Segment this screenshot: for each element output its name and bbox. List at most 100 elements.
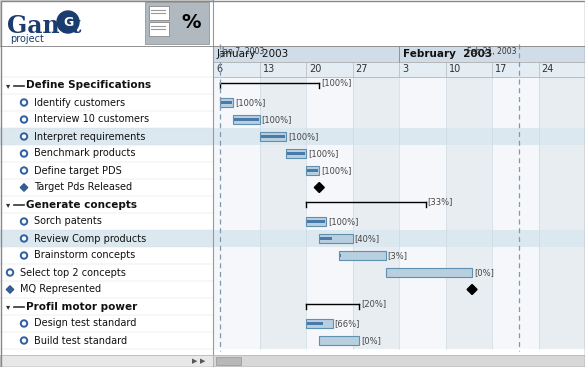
Circle shape bbox=[20, 320, 27, 327]
Circle shape bbox=[6, 269, 13, 276]
Bar bbox=[234, 118, 259, 121]
Circle shape bbox=[20, 150, 27, 157]
Bar bbox=[260, 77, 306, 349]
Bar bbox=[213, 77, 260, 349]
Text: Feb 21, 2003: Feb 21, 2003 bbox=[467, 47, 517, 56]
Text: Profil motor power: Profil motor power bbox=[26, 302, 137, 312]
Bar bbox=[216, 357, 241, 365]
Bar bbox=[320, 237, 332, 240]
Bar bbox=[287, 152, 305, 155]
Text: [0%]: [0%] bbox=[361, 336, 381, 345]
Circle shape bbox=[22, 322, 26, 325]
Text: 27: 27 bbox=[356, 65, 368, 75]
Text: 20: 20 bbox=[309, 65, 321, 75]
Polygon shape bbox=[20, 184, 28, 192]
Bar bbox=[260, 135, 285, 138]
Bar bbox=[145, 2, 209, 44]
Text: Define target PDS: Define target PDS bbox=[34, 166, 122, 175]
Bar bbox=[353, 77, 399, 349]
Text: [0%]: [0%] bbox=[474, 268, 494, 277]
Text: [100%]: [100%] bbox=[235, 98, 266, 107]
Bar bbox=[307, 169, 318, 172]
Polygon shape bbox=[6, 286, 14, 294]
Text: MQ Represented: MQ Represented bbox=[20, 284, 101, 294]
Text: [20%]: [20%] bbox=[361, 299, 386, 308]
Text: [100%]: [100%] bbox=[288, 132, 318, 141]
Bar bbox=[0, 230, 585, 247]
Text: Select top 2 concepts: Select top 2 concepts bbox=[20, 268, 126, 277]
Text: Target Pds Released: Target Pds Released bbox=[34, 182, 132, 193]
Circle shape bbox=[9, 271, 12, 274]
Bar bbox=[213, 62, 585, 77]
Bar bbox=[149, 22, 169, 36]
Circle shape bbox=[22, 101, 26, 104]
Bar bbox=[319, 234, 353, 243]
Text: [100%]: [100%] bbox=[308, 149, 338, 158]
Text: Interpret requirements: Interpret requirements bbox=[34, 131, 146, 142]
Bar bbox=[0, 128, 585, 145]
Bar bbox=[0, 0, 213, 46]
Text: [100%]: [100%] bbox=[321, 79, 352, 87]
Bar bbox=[213, 355, 585, 367]
Text: [100%]: [100%] bbox=[261, 115, 292, 124]
Text: January  2003: January 2003 bbox=[217, 49, 289, 59]
Text: Benchmark products: Benchmark products bbox=[34, 149, 136, 159]
Text: Design test standard: Design test standard bbox=[34, 319, 136, 328]
Bar bbox=[221, 101, 232, 104]
Text: 24: 24 bbox=[542, 65, 554, 75]
Circle shape bbox=[20, 133, 27, 140]
Circle shape bbox=[22, 135, 26, 138]
Text: ▶: ▶ bbox=[192, 358, 198, 364]
Text: 13: 13 bbox=[263, 65, 275, 75]
Text: ▾: ▾ bbox=[6, 81, 11, 90]
Text: 6: 6 bbox=[216, 65, 222, 75]
Circle shape bbox=[22, 169, 26, 172]
Text: project: project bbox=[10, 34, 44, 44]
Bar bbox=[399, 77, 446, 349]
Text: 3: 3 bbox=[402, 65, 408, 75]
Text: Brainstorm concepts: Brainstorm concepts bbox=[34, 251, 135, 261]
Text: [66%]: [66%] bbox=[335, 319, 360, 328]
Circle shape bbox=[20, 252, 27, 259]
Bar bbox=[260, 132, 286, 141]
Text: G: G bbox=[63, 15, 73, 29]
Text: 10: 10 bbox=[449, 65, 461, 75]
Polygon shape bbox=[467, 284, 477, 294]
Circle shape bbox=[22, 152, 26, 155]
Bar bbox=[219, 98, 233, 107]
Bar bbox=[339, 251, 386, 260]
Text: Identify customers: Identify customers bbox=[34, 98, 125, 108]
Circle shape bbox=[20, 116, 27, 123]
Circle shape bbox=[57, 11, 79, 33]
Circle shape bbox=[22, 339, 26, 342]
Text: [3%]: [3%] bbox=[388, 251, 408, 260]
Bar bbox=[306, 166, 319, 175]
Bar bbox=[233, 115, 260, 124]
Bar bbox=[319, 336, 359, 345]
Bar bbox=[492, 77, 539, 349]
Text: ▾: ▾ bbox=[6, 200, 11, 209]
Bar bbox=[306, 217, 326, 226]
Circle shape bbox=[22, 254, 26, 257]
Text: Define Specifications: Define Specifications bbox=[26, 80, 151, 91]
Text: February  2003: February 2003 bbox=[403, 49, 492, 59]
Bar bbox=[286, 149, 306, 158]
Bar bbox=[306, 319, 332, 328]
Circle shape bbox=[22, 118, 26, 121]
Circle shape bbox=[20, 337, 27, 344]
Text: Review Comp products: Review Comp products bbox=[34, 233, 146, 243]
Text: [33%]: [33%] bbox=[428, 197, 453, 207]
Circle shape bbox=[22, 220, 26, 223]
Bar bbox=[307, 220, 325, 223]
Bar bbox=[446, 77, 492, 349]
Text: [40%]: [40%] bbox=[355, 234, 380, 243]
Text: ▾: ▾ bbox=[6, 302, 11, 311]
Text: Sorch patents: Sorch patents bbox=[34, 217, 102, 226]
Text: Generate concepts: Generate concepts bbox=[26, 200, 137, 210]
Circle shape bbox=[20, 99, 27, 106]
Bar bbox=[386, 268, 472, 277]
Text: Interview 10 customers: Interview 10 customers bbox=[34, 115, 149, 124]
Bar bbox=[307, 322, 322, 325]
Text: ▶: ▶ bbox=[200, 358, 206, 364]
Bar bbox=[306, 77, 353, 349]
